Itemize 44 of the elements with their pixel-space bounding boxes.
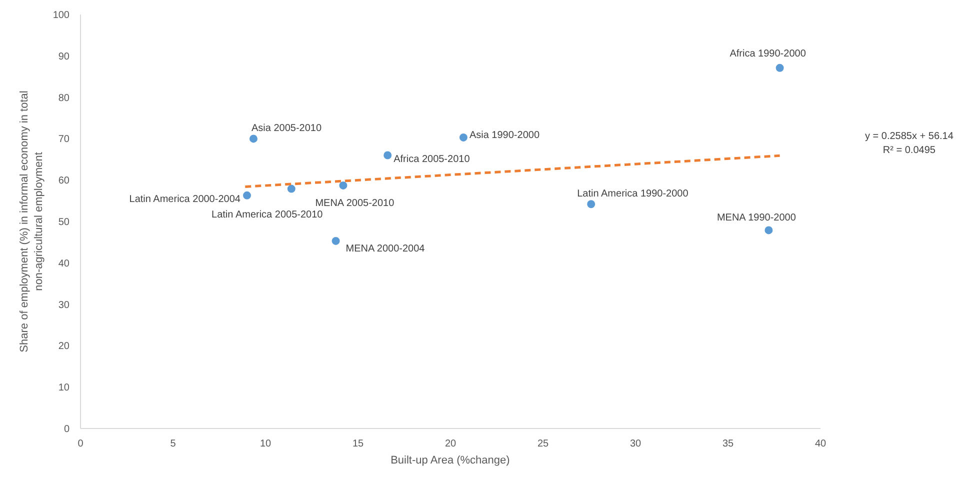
- x-tick-label: 5: [170, 438, 176, 450]
- x-tick-label: 40: [814, 438, 826, 450]
- text: y = 0.2585x + 56.14: [865, 131, 954, 142]
- x-axis-title: Built-up Area (%change): [390, 454, 510, 466]
- annotation: Latin America 2005-2010: [212, 209, 324, 220]
- annotation: Latin America 1990-2000: [577, 188, 689, 200]
- y-tick-label: 30: [58, 300, 70, 311]
- y-tick-label: 100: [52, 10, 70, 21]
- annotation: MENA 1990-2000: [716, 212, 796, 224]
- annotation: Africa 2005-2010: [394, 154, 470, 165]
- x-tick-label: 0: [78, 438, 84, 450]
- x-tick-label: 10: [260, 438, 272, 450]
- annotation: Africa 1990-2000: [730, 48, 806, 60]
- x-tick-label: 15: [352, 438, 364, 450]
- point: [332, 236, 340, 245]
- annotation: Latin America 2000-2004: [129, 194, 241, 205]
- text: R² = 0.0495: [882, 145, 936, 156]
- point: [243, 191, 251, 200]
- x-tick-label: 20: [444, 438, 456, 450]
- point: [287, 184, 296, 193]
- point: [459, 133, 468, 142]
- y-tick-label: 60: [58, 176, 70, 187]
- point: [249, 134, 258, 143]
- point: [339, 181, 348, 190]
- x-tick-label: 30: [630, 438, 642, 450]
- y-tick-label: 40: [58, 258, 70, 270]
- y-tick-label: 70: [58, 134, 70, 146]
- y-tick-label: 10: [58, 382, 70, 394]
- point: [776, 64, 784, 72]
- annotation: Asia 2005-2010: [251, 123, 322, 134]
- annotation: MENA 2005-2010: [315, 198, 395, 209]
- y-tick-label: 80: [58, 92, 70, 104]
- y-axis-title: Share of employment (%) in informal economy in total non-agricultural employment: [18, 90, 45, 352]
- annotation: Asia 1990-2000: [469, 130, 540, 141]
- x-tick-label: 25: [537, 438, 549, 450]
- y-tick-label: 90: [58, 51, 70, 62]
- y-tick-label: 0: [64, 424, 70, 435]
- annotation: MENA 2000-2004: [346, 243, 426, 254]
- point: [587, 200, 596, 208]
- point: [384, 151, 392, 160]
- x-tick-label: 35: [722, 438, 734, 450]
- point: [764, 226, 773, 234]
- y-tick-label: 50: [58, 217, 70, 228]
- y-tick-label: 20: [58, 341, 70, 352]
